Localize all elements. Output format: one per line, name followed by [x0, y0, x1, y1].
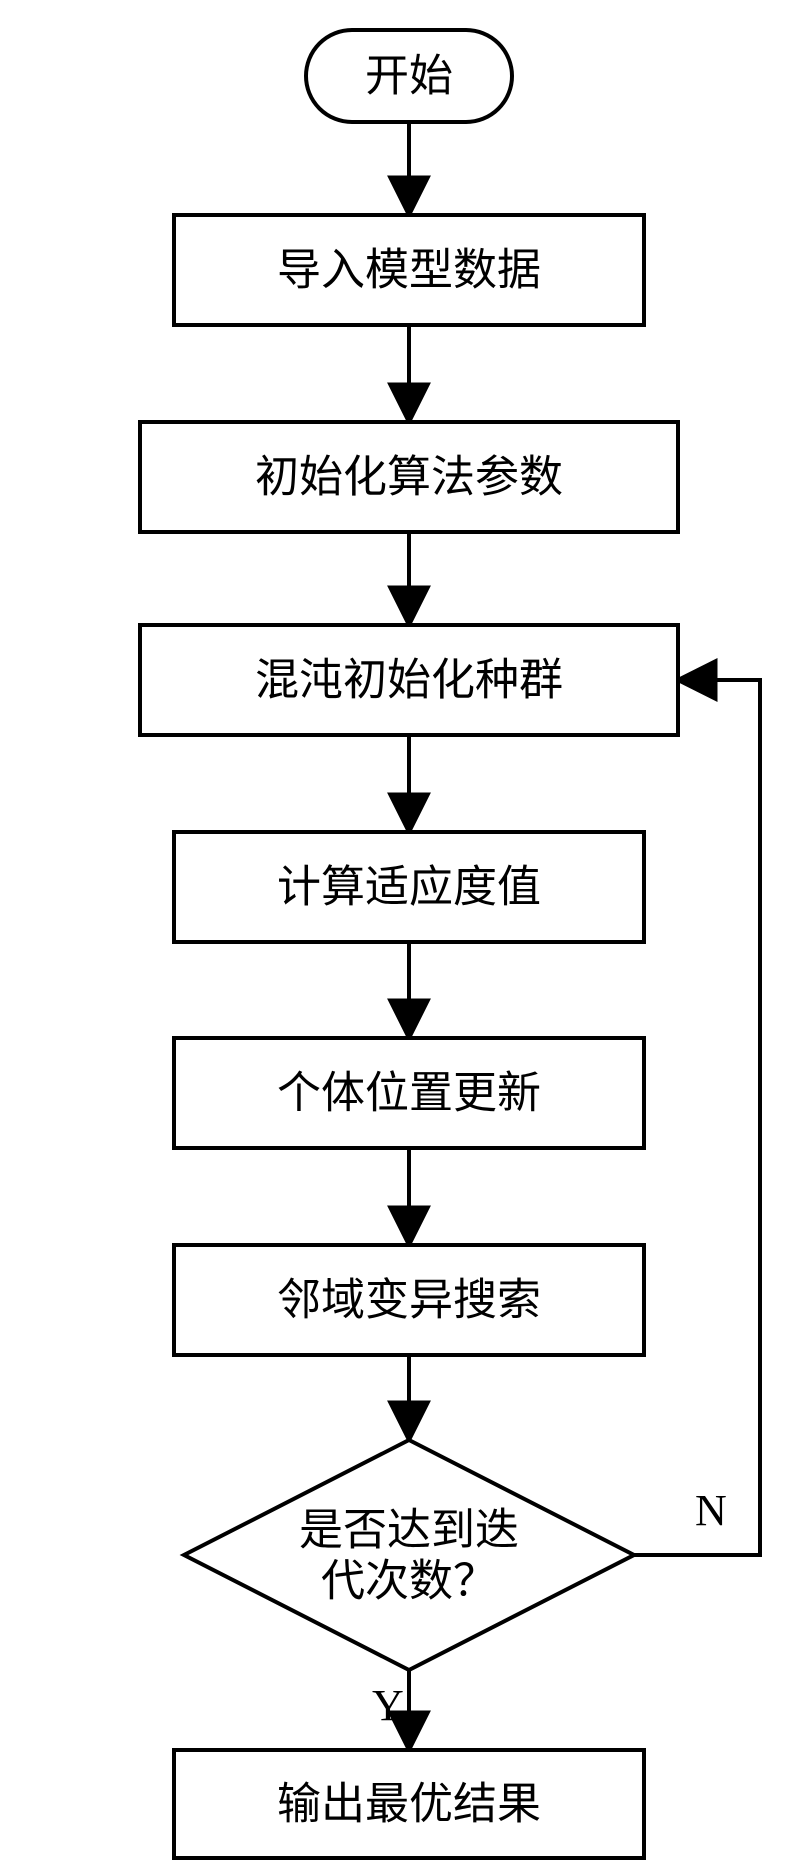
- node-label-output: 输出最优结果: [277, 1780, 541, 1829]
- edge-label-decision-output: Y: [372, 1681, 404, 1730]
- node-label-chaos: 混沌初始化种群: [255, 656, 563, 705]
- edge-decision-chaos: [634, 680, 760, 1555]
- node-label-start: 开始: [365, 52, 453, 101]
- node-label-import: 导入模型数据: [277, 246, 541, 295]
- node-label-update: 个体位置更新: [277, 1069, 541, 1118]
- node-label-init: 初始化算法参数: [255, 453, 563, 502]
- node-label-mutate: 邻域变异搜索: [277, 1276, 541, 1325]
- flowchart-canvas: Y N 开始导入模型数据初始化算法参数混沌初始化种群计算适应度值个体位置更新邻域变异…: [0, 0, 794, 1861]
- node-label-fitness: 计算适应度值: [277, 863, 541, 912]
- edge-label-decision-chaos: N: [695, 1486, 727, 1535]
- node-label-decision: 是否达到迭代次数？: [299, 1505, 519, 1605]
